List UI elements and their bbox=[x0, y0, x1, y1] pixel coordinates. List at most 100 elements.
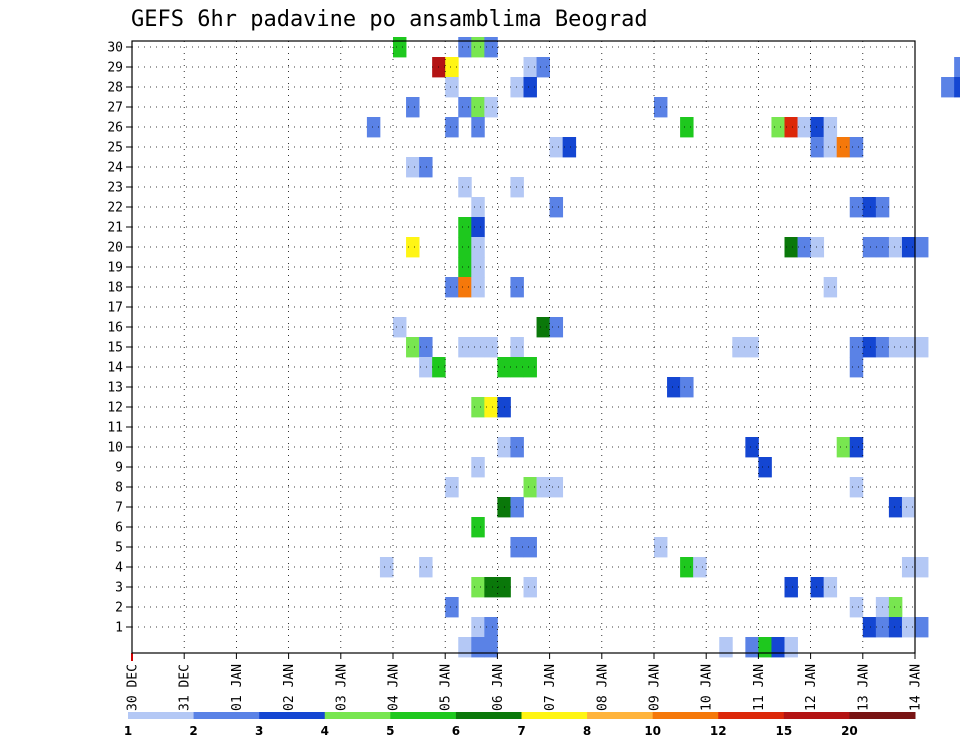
x-tick-label: 31 DEC bbox=[178, 664, 193, 711]
x-tick-label: 06 JAN bbox=[491, 664, 506, 711]
heatmap-cell bbox=[901, 337, 916, 358]
heatmap-cell bbox=[549, 137, 564, 158]
x-axis: 30 DEC 31 DEC 01 JAN 02 JAN 03 JAN 04 JAN 05 J… bbox=[126, 653, 924, 711]
heatmap-cell bbox=[810, 577, 825, 598]
colorbar-swatch bbox=[652, 712, 719, 719]
heatmap-cell bbox=[471, 257, 485, 278]
y-tick-label: 3 bbox=[115, 581, 123, 596]
heatmap-cell bbox=[888, 617, 903, 638]
heatmap-cell bbox=[771, 117, 785, 138]
heatmap-cell bbox=[406, 157, 420, 178]
x-tick-label: 05 JAN bbox=[439, 664, 454, 711]
heatmap-cell bbox=[406, 237, 420, 258]
colorbar-label: 1 bbox=[124, 724, 132, 738]
heatmap-cell bbox=[458, 637, 472, 658]
heatmap-cell bbox=[445, 77, 459, 98]
heatmap-cell bbox=[784, 577, 798, 598]
heatmap-cell bbox=[471, 197, 485, 218]
heatmap-cell bbox=[523, 57, 537, 78]
heatmap-cell bbox=[888, 597, 903, 618]
heatmap-cell bbox=[915, 337, 929, 358]
heatmap-cell bbox=[445, 277, 459, 298]
heatmap-cell bbox=[510, 277, 524, 298]
heatmap-cell bbox=[915, 557, 929, 578]
heatmap-cell bbox=[471, 457, 485, 478]
x-tick-label: 07 JAN bbox=[543, 664, 558, 711]
plot-frame bbox=[131, 40, 916, 654]
colorbar-label: 4 bbox=[321, 724, 329, 738]
heatmap-cell bbox=[888, 237, 903, 258]
heatmap-cell bbox=[941, 77, 955, 98]
heatmap-cell bbox=[366, 117, 381, 138]
heatmap-cell bbox=[680, 557, 694, 578]
colorbar-label: 15 bbox=[775, 724, 792, 738]
x-tick-label: 10 JAN bbox=[700, 664, 715, 711]
heatmap-cell bbox=[823, 577, 838, 598]
heatmap-cell bbox=[667, 377, 681, 398]
heatmap-cell bbox=[523, 357, 537, 378]
heatmap-cell bbox=[771, 637, 785, 658]
x-tick-label: 13 JAN bbox=[856, 664, 871, 711]
chart-title: GEFS 6hr padavine po ansamblima Beograd bbox=[131, 7, 648, 32]
y-tick-label: 5 bbox=[115, 541, 123, 556]
heatmap-cell bbox=[523, 537, 537, 558]
heatmap-cell bbox=[510, 77, 524, 98]
heatmap-cell bbox=[784, 117, 798, 138]
y-tick-label: 4 bbox=[115, 561, 123, 576]
heatmap-cell bbox=[471, 97, 485, 118]
heatmap-cell bbox=[849, 337, 864, 358]
heatmap-cell bbox=[549, 317, 564, 338]
x-tick-label: 09 JAN bbox=[648, 664, 663, 711]
heatmap-cell bbox=[471, 337, 485, 358]
heatmap-cell bbox=[901, 497, 916, 518]
heatmap-cell bbox=[445, 477, 459, 498]
heatmap-cell bbox=[862, 237, 877, 258]
heatmap-cell bbox=[901, 617, 916, 638]
colorbar-swatch bbox=[587, 712, 654, 719]
colorbar-swatch bbox=[128, 712, 195, 719]
heatmap-cell bbox=[849, 477, 864, 498]
heatmap-cell bbox=[471, 117, 485, 138]
y-tick-label: 1 bbox=[115, 621, 123, 636]
colorbar-label: 8 bbox=[583, 724, 591, 738]
x-tick-label: 11 JAN bbox=[752, 664, 767, 711]
colorbar-swatch bbox=[521, 712, 588, 719]
heatmap-cell bbox=[458, 277, 472, 298]
colorbar-label: 12 bbox=[710, 724, 727, 738]
heatmap-cell bbox=[836, 437, 851, 458]
colorbar-label: 20 bbox=[841, 724, 858, 738]
y-axis: 1234567891011121314151617181920212223242… bbox=[107, 41, 132, 636]
y-tick-label: 17 bbox=[107, 301, 123, 316]
x-tick-label: 30 DEC bbox=[126, 664, 141, 711]
heatmap-cell bbox=[484, 397, 498, 418]
heatmap-cell bbox=[393, 37, 407, 58]
y-tick-label: 7 bbox=[115, 501, 123, 516]
x-tick-label: 01 JAN bbox=[230, 664, 245, 711]
colorbar-swatch bbox=[718, 712, 785, 719]
heatmap-cell bbox=[732, 337, 746, 358]
y-tick-label: 2 bbox=[115, 601, 123, 616]
colorbar-swatch bbox=[259, 712, 326, 719]
colorbar-swatch bbox=[783, 712, 850, 719]
heatmap-cell bbox=[915, 617, 929, 638]
heatmap-cell bbox=[888, 497, 903, 518]
heatmap-cell bbox=[510, 497, 524, 518]
heatmap-cell bbox=[471, 577, 485, 598]
heatmap-cell bbox=[849, 357, 864, 378]
heatmap-cell bbox=[862, 617, 877, 638]
heatmap-cell bbox=[458, 257, 472, 278]
heatmap-cell bbox=[458, 337, 472, 358]
colorbar-label: 3 bbox=[255, 724, 263, 738]
colorbar-swatch bbox=[849, 712, 916, 719]
heatmap-cell bbox=[379, 557, 394, 578]
y-tick-label: 12 bbox=[107, 401, 123, 416]
heatmap-cell bbox=[445, 117, 459, 138]
heatmap-cell bbox=[862, 197, 877, 218]
heatmap-cell bbox=[484, 637, 498, 658]
heatmap-cell bbox=[823, 117, 838, 138]
heatmap-cell bbox=[471, 277, 485, 298]
heatmap-cell bbox=[458, 217, 472, 238]
y-tick-label: 14 bbox=[107, 361, 123, 376]
heatmap-cell bbox=[419, 337, 433, 358]
